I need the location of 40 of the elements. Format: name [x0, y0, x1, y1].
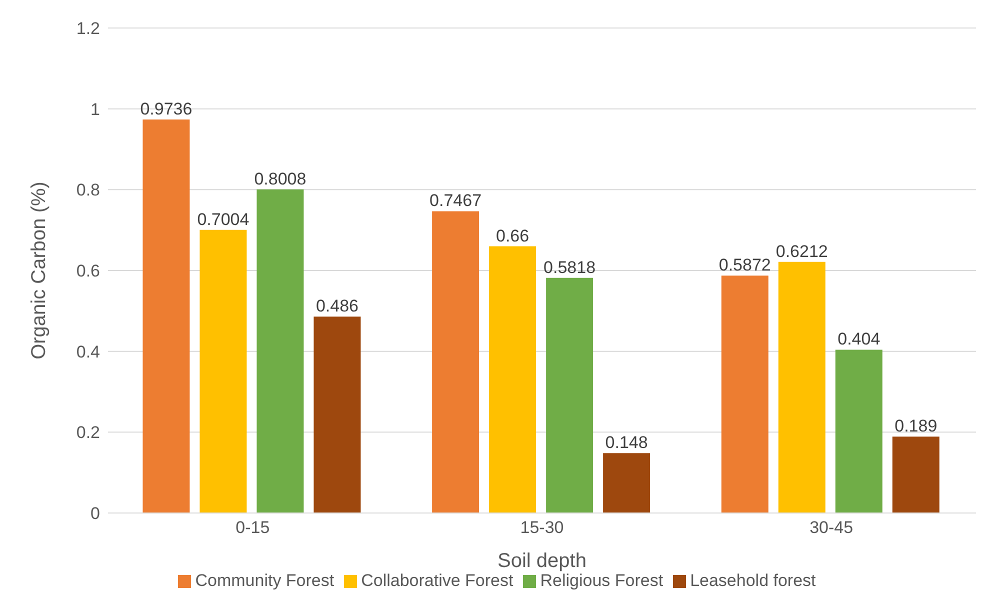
data-label: 0.486: [316, 296, 358, 316]
data-label: 0.7004: [197, 210, 250, 229]
bar: [721, 276, 768, 513]
y-tick-label: 0: [90, 504, 100, 524]
bar: [892, 436, 940, 513]
data-label: 0.66: [496, 226, 530, 246]
y-tick-label: 0.2: [76, 423, 100, 442]
bar: [489, 246, 536, 513]
bar: [432, 211, 480, 513]
bar: [546, 278, 594, 513]
data-label: 0.148: [605, 433, 648, 452]
bar: [835, 350, 882, 513]
data-label: 0.8008: [254, 169, 306, 188]
x-tick-label: 30-45: [810, 518, 854, 538]
data-label: 0.5872: [718, 256, 771, 275]
data-label: 0.7467: [430, 191, 482, 210]
data-label: 0.5818: [544, 258, 596, 277]
y-tick-label: 1.2: [76, 19, 100, 38]
x-tick-label: 0-15: [236, 518, 270, 538]
bar: [142, 120, 190, 513]
y-tick-label: 1: [90, 100, 100, 119]
bar: [200, 230, 247, 513]
data-label: 0.189: [894, 416, 938, 436]
bar: [778, 262, 826, 513]
y-tick-label: 0.4: [76, 342, 100, 362]
bar: [256, 189, 304, 513]
bar: [314, 316, 361, 513]
y-axis-title: Organic Carbon (%): [28, 182, 50, 360]
legend-label: Religious Forest: [540, 571, 664, 590]
legend-label: Community Forest: [195, 571, 334, 590]
data-label: 0.404: [838, 330, 880, 349]
x-axis-title: Soil depth: [498, 550, 586, 572]
y-tick-label: 0.8: [76, 180, 100, 200]
x-tick-label: 15-30: [520, 518, 564, 538]
data-label: 0.6212: [776, 242, 828, 261]
data-label: 0.9736: [140, 100, 192, 119]
legend-label: Leasehold forest: [690, 571, 816, 590]
bar: [603, 453, 650, 513]
legend-label: Collaborative Forest: [361, 571, 514, 590]
y-tick-label: 0.6: [76, 262, 100, 281]
